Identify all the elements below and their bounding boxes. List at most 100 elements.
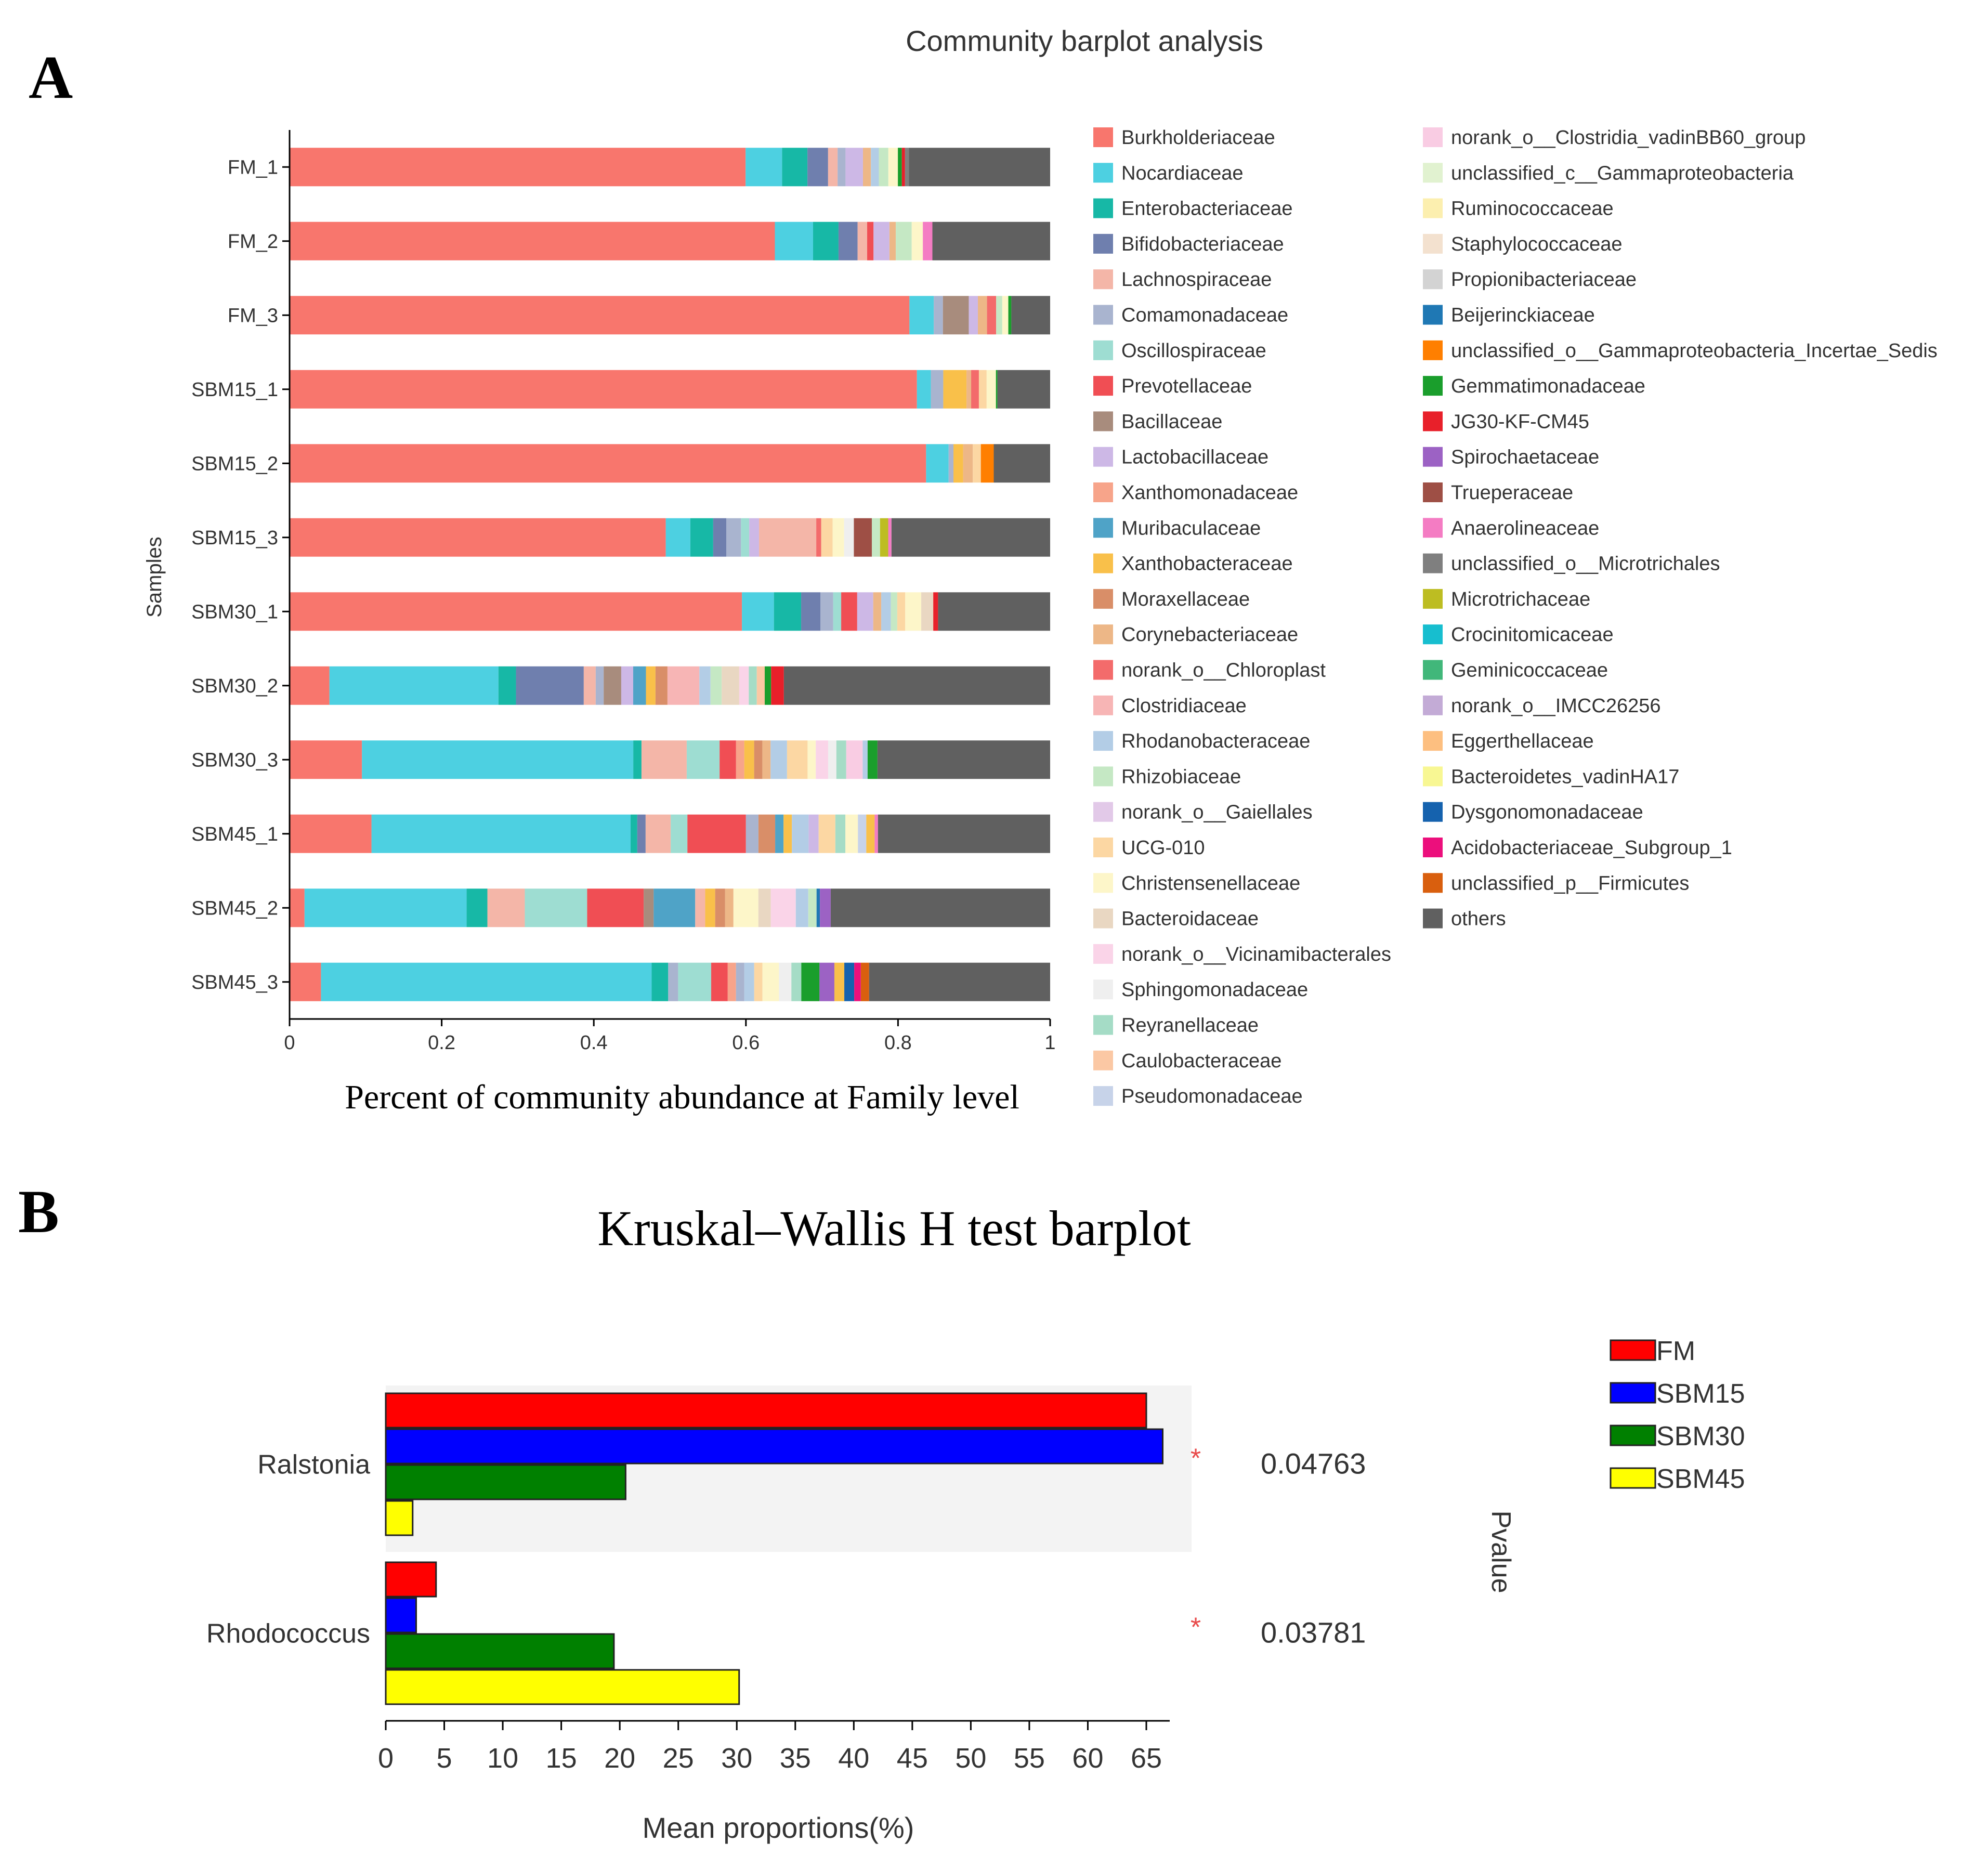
legend-item: Eggerthellaceae xyxy=(1423,730,1594,752)
bar-segment xyxy=(932,221,1050,260)
bar-segment xyxy=(943,370,967,409)
x-tick-label: 25 xyxy=(663,1743,694,1774)
bar-segment xyxy=(854,962,861,1001)
bar-segment xyxy=(858,814,867,853)
bar-segment xyxy=(966,370,972,409)
legend-item-fm: FM xyxy=(1610,1336,1695,1366)
legend-label: Lachnospiraceae xyxy=(1121,269,1272,291)
bar-segment xyxy=(879,148,888,187)
bar-sbm30 xyxy=(385,1464,626,1500)
bar-segment xyxy=(943,296,969,335)
bar-segment xyxy=(830,888,1050,927)
legend-label: Eggerthellaceae xyxy=(1451,730,1594,752)
panel-a-x-axis-label: Percent of community abundance at Family… xyxy=(345,1078,1019,1116)
bar-segment xyxy=(820,592,833,631)
panel-b-x-axis-label: Mean proportions(%) xyxy=(643,1811,914,1844)
panel-b-legend: FM SBM15 SBM30 SBM45 xyxy=(1610,1336,1745,1494)
legend-label: Bacteroidaceae xyxy=(1121,908,1259,930)
legend-label: norank_o__Vicinamibacterales xyxy=(1121,944,1391,965)
bar-segment xyxy=(321,962,652,1001)
legend-label: Moraxellaceae xyxy=(1121,589,1250,610)
bar-segment xyxy=(980,444,994,483)
legend-swatch xyxy=(1423,731,1443,751)
bar-segment xyxy=(838,221,858,260)
bar-row-SBM15_3 xyxy=(290,518,1050,557)
bar-segment xyxy=(290,444,926,483)
legend-swatch xyxy=(1423,518,1443,538)
category-label: Rhodococcus xyxy=(206,1619,370,1649)
legend-label: Nocardiaceae xyxy=(1121,162,1243,184)
legend-swatch xyxy=(1423,127,1443,147)
bar-segment xyxy=(754,962,763,1001)
bar-segment xyxy=(862,740,868,779)
legend-label: norank_o__Chloroplast xyxy=(1121,660,1326,682)
panel-b-title: Kruskal–Wallis H test barplot xyxy=(597,1200,1191,1256)
bar-segment xyxy=(973,444,981,483)
bar-segment xyxy=(828,740,836,779)
legend-swatch xyxy=(1423,411,1443,432)
legend-label: Xanthobacteraceae xyxy=(1121,553,1293,575)
legend-item: Geminicoccaceae xyxy=(1423,660,1608,682)
panel-b-x-ticks: 0 5 10 15 20 25 30 35 40 45 50 55 60 65 xyxy=(378,1721,1162,1774)
bar-segment xyxy=(710,666,722,705)
bar-segment xyxy=(758,518,817,557)
legend-swatch xyxy=(1423,376,1443,396)
legend-item: Enterobacteriaceae xyxy=(1093,198,1293,220)
legend-label: unclassified_o__Microtrichales xyxy=(1451,553,1720,575)
bar-segment xyxy=(644,888,654,927)
bar-segment xyxy=(905,592,922,631)
bar-segment xyxy=(727,962,736,1001)
legend-swatch xyxy=(1093,518,1113,538)
bar-segment xyxy=(996,370,998,409)
bar-segment xyxy=(801,592,821,631)
bar-segment xyxy=(787,740,808,779)
legend-swatch xyxy=(1423,802,1443,822)
legend-swatch xyxy=(1423,766,1443,787)
bar-segment xyxy=(641,740,687,779)
legend-swatch xyxy=(1093,269,1113,290)
legend-swatch xyxy=(1423,198,1443,218)
y-tick-label: SBM15_2 xyxy=(191,453,278,475)
bar-segment xyxy=(896,221,912,260)
bar-segment xyxy=(749,518,759,557)
bar-group-rhodococcus: Rhodococcus * 0.03781 xyxy=(206,1561,1366,1705)
bar-segment xyxy=(881,592,891,631)
legend-swatch xyxy=(1610,1467,1656,1489)
legend-item: Gemmatimonadaceae xyxy=(1423,375,1645,397)
legend-swatch xyxy=(1093,233,1113,254)
legend-label: norank_o__Clostridia_vadinBB60_group xyxy=(1451,127,1806,149)
legend-swatch xyxy=(1423,589,1443,609)
bar-segment xyxy=(905,148,909,187)
bar-row-FM_3 xyxy=(290,296,1050,335)
legend-item: norank_o__Chloroplast xyxy=(1093,660,1326,682)
legend-swatch xyxy=(1423,553,1443,573)
bar-fm xyxy=(385,1392,1147,1429)
bar-segment xyxy=(878,814,1050,853)
legend-label: Pseudomonadaceae xyxy=(1121,1086,1303,1107)
panel-a-x-ticks: 0 0.2 0.4 0.6 0.8 1 xyxy=(284,1019,1056,1054)
legend-swatch xyxy=(1423,838,1443,857)
legend-item: Beijerinckiaceae xyxy=(1423,305,1595,326)
bar-segment xyxy=(525,888,587,927)
legend-swatch xyxy=(1423,305,1443,325)
x-tick-label: 0.6 xyxy=(732,1032,760,1054)
bar-segment xyxy=(782,148,808,187)
bar-segment xyxy=(857,221,868,260)
legend-item: Crocinitomicaceae xyxy=(1423,624,1614,646)
legend-item: Xanthomonadaceae xyxy=(1093,482,1298,504)
x-tick-label: 0.2 xyxy=(428,1032,455,1054)
legend-item: Xanthobacteraceae xyxy=(1093,553,1293,575)
legend-label: Propionibacteriaceae xyxy=(1451,269,1637,291)
legend-swatch xyxy=(1093,1050,1113,1070)
y-tick-label: SBM45_2 xyxy=(191,897,278,919)
bar-segment xyxy=(872,518,880,557)
legend-swatch xyxy=(1093,305,1113,325)
bar-segment xyxy=(762,962,779,1001)
x-tick-label: 60 xyxy=(1072,1743,1103,1774)
bar-segment xyxy=(844,518,854,557)
bar-segment xyxy=(290,666,330,705)
legend-label: Burkholderiaceae xyxy=(1121,127,1275,149)
bar-segment xyxy=(844,962,855,1001)
bar-segment xyxy=(771,666,784,705)
